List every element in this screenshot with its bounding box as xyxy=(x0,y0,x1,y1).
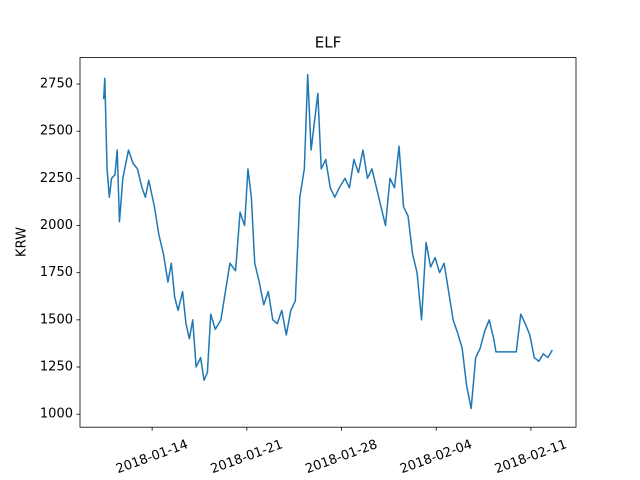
y-tick-label: 2500 xyxy=(40,124,73,139)
y-axis-label: KRW xyxy=(15,227,30,257)
y-tick-label: 1000 xyxy=(40,407,73,422)
price-line xyxy=(102,73,553,410)
y-tick-label: 1250 xyxy=(40,360,73,375)
y-tick-label: 2750 xyxy=(40,77,73,92)
y-tick-label: 1500 xyxy=(40,312,73,327)
plot-frame xyxy=(79,57,577,428)
y-tick-label: 2000 xyxy=(40,218,73,233)
y-tick-label: 1750 xyxy=(40,265,73,280)
y-tick-label: 2250 xyxy=(40,171,73,186)
chart-title: ELF xyxy=(315,34,341,52)
